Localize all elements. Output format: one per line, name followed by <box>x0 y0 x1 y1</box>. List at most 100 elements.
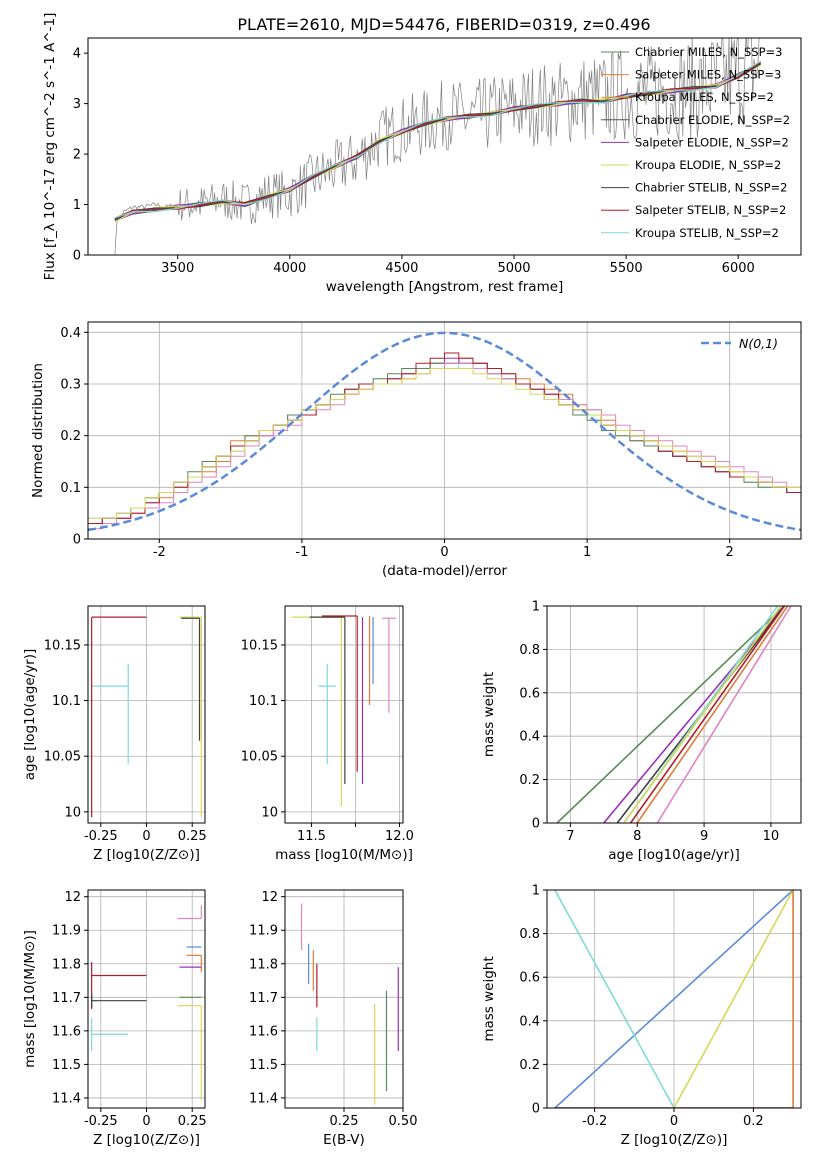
legend-label: N(0,1) <box>739 336 778 351</box>
axes-frame <box>87 37 802 256</box>
plot-layer <box>556 606 792 823</box>
y-tick-label: 10.15 <box>44 638 81 653</box>
y-axis-label: mass [log10(M/M⊙)] <box>22 930 38 1068</box>
x-axis-label: wavelength [Angstrom, rest frame] <box>326 279 564 295</box>
panel-age-vs-mass: 11.5 12.0 10 10.05 10.1 10.15 mass [log10(M/M⊙… <box>241 605 414 863</box>
y-tick-label: 4 <box>73 47 81 62</box>
y-tick-label: 12 <box>261 890 278 905</box>
y-tick-label: 11.9 <box>249 924 278 939</box>
x-axis-label: E(B-V) <box>323 1132 365 1148</box>
x-tick-label: 0.2 <box>743 1114 764 1129</box>
y-tick-label: 1 <box>73 198 81 213</box>
y-tick-label: 10 <box>261 805 278 820</box>
legend-label: Chabrier ELODIE, N_SSP=2 <box>635 113 790 127</box>
legend-label: Salpeter ELODIE, N_SSP=2 <box>635 135 789 149</box>
y-tick-label: 0.8 <box>519 927 540 942</box>
y-tick-label: 11.8 <box>52 957 81 972</box>
legend-label: Salpeter MILES, N_SSP=3 <box>635 68 781 82</box>
y-tick-label: 11.4 <box>52 1091 81 1106</box>
y-tick-label: 10.1 <box>52 694 81 709</box>
y-tick-label: 0.6 <box>519 971 540 986</box>
legend: N(0,1) <box>701 336 778 351</box>
y-tick-label: 11.4 <box>249 1091 278 1106</box>
y-tick-label: 0 <box>73 249 81 264</box>
plot-layer <box>114 38 761 255</box>
panel-mass-vs-EBV: 0.25 0.50 11.4 11.5 11.6 11.7 11.8 11.9 12 E(B-V) <box>249 889 418 1148</box>
model-line <box>114 60 761 219</box>
plot-layer <box>88 331 801 532</box>
x-tick-label: -0.25 <box>84 829 118 844</box>
y-tick-label: 0 <box>73 533 81 548</box>
y-tick-label: 1 <box>532 884 540 899</box>
y-tick-label: 11.7 <box>52 991 81 1006</box>
y-axis-label: mass weight <box>481 956 497 1041</box>
y-tick-label: 11.7 <box>249 991 278 1006</box>
legend-label: Kroupa STELIB, N_SSP=2 <box>635 226 779 240</box>
panel-massweight-vs-Z: -0.2 0 0.2 0 0.2 0.4 0.6 0.8 1 Z [log10(Z/Z⊙)] mas… <box>481 884 802 1148</box>
x-tick-label: 5500 <box>610 261 643 276</box>
x-tick-label: 0 <box>440 545 448 560</box>
x-tick-label: 4000 <box>273 261 306 276</box>
mass-weight-line <box>656 606 792 823</box>
x-tick-label: 11.5 <box>297 829 326 844</box>
y-tick-label: 0.2 <box>60 429 81 444</box>
mass-weight-line <box>554 890 675 1108</box>
mass-weight-line <box>554 890 794 1108</box>
gaussian-curve <box>88 331 801 532</box>
x-tick-label: -0.25 <box>84 1114 118 1129</box>
mass-weight-line <box>623 606 782 823</box>
y-tick-label: 11.6 <box>249 1024 278 1039</box>
y-tick-label: 10.15 <box>241 638 278 653</box>
mass-weight-line <box>673 890 794 1108</box>
y-tick-label: 0.6 <box>519 686 540 701</box>
x-tick-label: 3500 <box>161 261 194 276</box>
x-axis-label: Z [log10(Z/Z⊙)] <box>93 847 200 863</box>
y-tick-label: 11.5 <box>249 1058 278 1073</box>
x-axis-label: (data-model)/error <box>382 563 508 579</box>
x-axis-label: mass [log10(M/M⊙)] <box>275 847 413 863</box>
y-tick-label: 11.8 <box>249 957 278 972</box>
x-tick-label: 0 <box>670 1114 678 1129</box>
y-axis-label: age [log10(age/yr)] <box>22 649 38 781</box>
legend: Chabrier MILES, N_SSP=3 Salpeter MILES, N… <box>601 45 790 240</box>
x-tick-label: 0.25 <box>178 829 207 844</box>
panel-age-vs-Z: -0.25 0 0.25 10 10.05 10.1 10.15 Z [log10(Z/Z⊙)… <box>22 605 207 863</box>
y-tick-label: 11.5 <box>52 1058 81 1073</box>
x-axis-label: Z [log10(Z/Z⊙)] <box>621 1132 728 1148</box>
plot-layer <box>292 615 396 807</box>
x-tick-label: 4500 <box>385 261 418 276</box>
plot-area <box>547 606 801 823</box>
y-tick-label: 3 <box>73 97 81 112</box>
y-tick-label: 2 <box>73 148 81 163</box>
charts-container: 3500 4000 4500 5000 5500 600001234wavelength … <box>22 13 802 1148</box>
x-tick-label: 0 <box>142 1114 150 1129</box>
y-tick-label: 10.05 <box>44 750 81 765</box>
x-tick-label: 0.25 <box>178 1114 207 1129</box>
legend-label: Chabrier STELIB, N_SSP=2 <box>635 181 787 195</box>
panel-spectrum: 3500 4000 4500 5000 5500 6000 0 1 2 3 4 wavelength … <box>42 13 802 295</box>
x-tick-label: 5000 <box>497 261 530 276</box>
y-tick-label: 10 <box>64 805 81 820</box>
legend-label: Salpeter STELIB, N_SSP=2 <box>635 203 786 217</box>
plot-layer <box>300 903 399 1105</box>
x-tick-label: 1 <box>583 545 591 560</box>
panel-massweight-vs-age: 7 8 9 10 0 0.2 0.4 0.6 0.8 1 age [log10(age/yr)] ma… <box>481 600 802 863</box>
data-spectrum-line <box>114 38 760 255</box>
x-tick-label: 0.50 <box>389 1114 418 1129</box>
mass-weight-line <box>636 606 789 823</box>
plot-layer <box>91 905 202 1100</box>
legend-label: Kroupa MILES, N_SSP=2 <box>635 90 774 104</box>
plot-area <box>285 606 403 823</box>
x-tick-label: 0 <box>142 829 150 844</box>
x-tick-label: 8 <box>633 829 641 844</box>
x-tick-label: 12.0 <box>385 829 414 844</box>
plot-layer <box>554 890 794 1108</box>
y-axis-label: Flux [f_λ 10^-17 erg cm^-2 s^-1 A^-1] <box>42 13 58 281</box>
panel-residuals: -2 -1 0 1 2 0 0.1 0.2 0.3 0.4 (data-model)/error No… <box>30 321 802 579</box>
legend-label: Chabrier MILES, N_SSP=3 <box>635 45 782 59</box>
x-tick-label: 2 <box>726 545 734 560</box>
y-tick-label: 11.9 <box>52 924 81 939</box>
legend-label: Kroupa ELODIE, N_SSP=2 <box>635 158 781 172</box>
y-tick-label: 0.2 <box>519 1058 540 1073</box>
